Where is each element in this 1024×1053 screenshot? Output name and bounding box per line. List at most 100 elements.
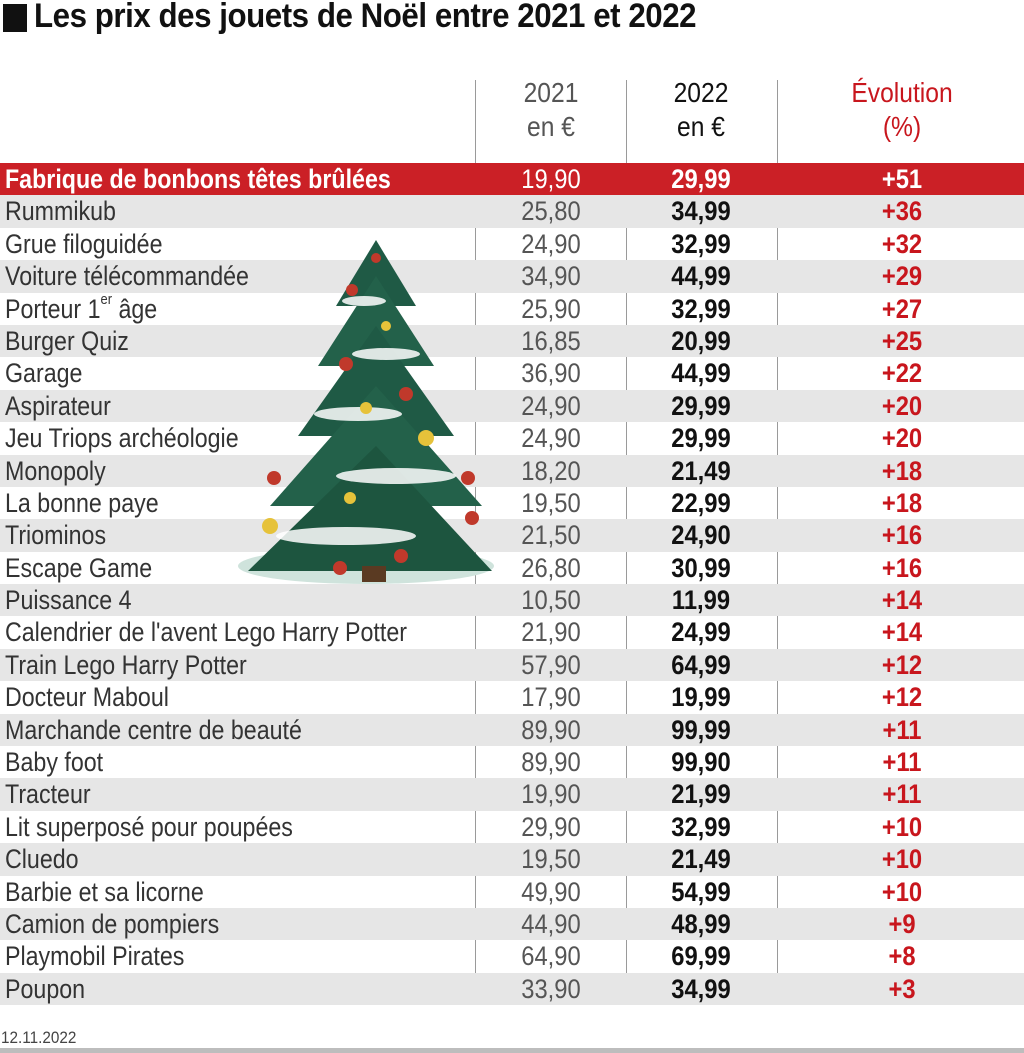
price-2021: 21,50 xyxy=(521,520,581,551)
price-2021: 25,90 xyxy=(521,293,581,324)
price-2022: 11,99 xyxy=(671,585,731,616)
evolution-percent: +11 xyxy=(882,779,922,810)
toy-name: Garage xyxy=(5,358,83,389)
chart-title: Les prix des jouets de Noël entre 2021 e… xyxy=(34,0,697,35)
title-bar: Les prix des jouets de Noël entre 2021 e… xyxy=(0,0,1024,44)
table-row: Fabrique de bonbons têtes brûlées 19,90 29… xyxy=(0,163,1024,196)
toy-name: Baby foot xyxy=(5,747,104,778)
price-2021: 24,90 xyxy=(521,390,581,421)
price-2022: 22,99 xyxy=(671,487,731,518)
table-row: Marchande centre de beauté 89,90 99,99 +11 xyxy=(0,713,1024,747)
toy-name: Lit superposé pour poupées xyxy=(5,811,293,842)
table-row: Baby foot 89,90 99,90 +11 xyxy=(0,746,1024,778)
table-row: Tracteur 19,90 21,99 +11 xyxy=(0,778,1024,811)
column-header-2021-unit: en € xyxy=(527,111,575,142)
price-2021: 29,90 xyxy=(521,811,581,842)
table-row: Rummikub 25,80 34,99 +36 xyxy=(0,195,1024,228)
price-2022: 44,99 xyxy=(671,261,731,292)
price-2022: 29,99 xyxy=(671,164,731,194)
price-2021: 19,90 xyxy=(521,779,581,810)
table-row: Cluedo 19,50 21,49 +10 xyxy=(0,843,1024,876)
table-row: Jeu Triops archéologie 24,90 29,99 +20 xyxy=(0,422,1024,454)
evolution-percent: +16 xyxy=(881,520,923,551)
evolution-percent: +14 xyxy=(881,585,923,616)
table-row: Poupon 33,90 34,99 +3 xyxy=(0,972,1024,1006)
table-row: Calendrier de l'avent Lego Harry Potter 2… xyxy=(0,616,1024,648)
toy-name: Camion de pompiers xyxy=(5,908,220,939)
publication-date: 12.11.2022 xyxy=(1,1028,77,1047)
evolution-percent: +29 xyxy=(881,261,923,292)
toy-name: La bonne paye xyxy=(5,487,159,518)
table-row: Porteur 1er âge 25,90 32,99 +27 xyxy=(0,290,1024,325)
toy-name: Docteur Maboul xyxy=(5,682,169,713)
toy-name: Barbie et sa licorne xyxy=(5,876,204,907)
table-row: Triominos 21,50 24,90 +16 xyxy=(0,519,1024,552)
toy-name: Puissance 4 xyxy=(5,585,132,616)
title-square-marker xyxy=(3,4,27,32)
toy-name: Monopoly xyxy=(5,455,106,486)
price-2022: 48,99 xyxy=(671,908,731,939)
evolution-percent: +51 xyxy=(881,164,923,194)
price-2022: 34,99 xyxy=(671,973,731,1004)
evolution-percent: +18 xyxy=(881,455,923,486)
bottom-rule xyxy=(0,1048,1024,1053)
evolution-percent: +18 xyxy=(881,487,923,518)
evolution-percent: +14 xyxy=(881,617,923,648)
toy-name: Marchande centre de beauté xyxy=(5,714,302,745)
evolution-percent: +10 xyxy=(881,876,923,907)
table-row: Lit superposé pour poupées 29,90 32,99 +10 xyxy=(0,811,1024,843)
table-row: Barbie et sa licorne 49,90 54,99 +10 xyxy=(0,876,1024,908)
toy-name: Cluedo xyxy=(5,844,79,875)
toy-name: Burger Quiz xyxy=(5,325,129,356)
price-2022: 30,99 xyxy=(671,552,731,583)
price-2021: 24,90 xyxy=(521,228,581,259)
column-header-2021-year: 2021 xyxy=(523,77,579,108)
column-header-evolution: Évolution (%) xyxy=(795,76,1010,146)
price-2021: 17,90 xyxy=(521,682,581,713)
price-2021: 64,90 xyxy=(521,941,581,972)
price-2022: 69,99 xyxy=(671,941,731,972)
price-2022: 21,49 xyxy=(671,455,731,486)
evolution-percent: +11 xyxy=(882,714,922,745)
price-2021: 44,90 xyxy=(521,908,581,939)
toy-name: Voiture télécommandée xyxy=(5,261,249,292)
evolution-percent: +10 xyxy=(881,811,923,842)
toy-name: Porteur 1er âge xyxy=(5,290,158,324)
price-2021: 21,90 xyxy=(521,617,581,648)
table-row: Burger Quiz 16,85 20,99 +25 xyxy=(0,324,1024,358)
evolution-percent: +9 xyxy=(888,908,916,939)
evolution-percent: +20 xyxy=(881,423,923,454)
table-row: Grue filoguidée 24,90 32,99 +32 xyxy=(0,228,1024,260)
price-2022: 19,99 xyxy=(671,682,731,713)
price-2022: 32,99 xyxy=(671,293,731,324)
price-2022: 24,99 xyxy=(671,617,731,648)
toy-name: Calendrier de l'avent Lego Harry Potter xyxy=(5,617,407,648)
table-row: Aspirateur 24,90 29,99 +20 xyxy=(0,389,1024,423)
table-row: Playmobil Pirates 64,90 69,99 +8 xyxy=(0,940,1024,972)
price-2022: 20,99 xyxy=(671,325,731,356)
price-2021: 89,90 xyxy=(521,747,581,778)
evolution-percent: +12 xyxy=(881,682,923,713)
evolution-percent: +3 xyxy=(888,973,916,1004)
table-row: Monopoly 18,20 21,49 +18 xyxy=(0,454,1024,487)
toy-name: Train Lego Harry Potter xyxy=(5,649,247,680)
toy-name: Rummikub xyxy=(5,196,116,227)
price-2022: 21,49 xyxy=(671,844,731,875)
evolution-percent: +10 xyxy=(881,844,923,875)
price-2022: 21,99 xyxy=(671,779,731,810)
price-2021: 10,50 xyxy=(521,585,581,616)
toy-name: Grue filoguidée xyxy=(5,228,163,259)
price-2022: 99,99 xyxy=(671,714,731,745)
table-row: Voiture télécommandée 34,90 44,99 +29 xyxy=(0,260,1024,293)
price-2021: 25,80 xyxy=(521,196,581,227)
price-2021: 24,90 xyxy=(521,423,581,454)
price-2021: 89,90 xyxy=(521,714,581,745)
evolution-percent: +25 xyxy=(881,325,923,356)
column-header-evolution-unit: (%) xyxy=(882,111,922,142)
evolution-percent: +16 xyxy=(881,552,923,583)
evolution-percent: +20 xyxy=(881,390,923,421)
price-table: Fabrique de bonbons têtes brûlées 19,90 29… xyxy=(0,163,1024,1006)
price-2022: 44,99 xyxy=(671,358,731,389)
evolution-percent: +22 xyxy=(881,358,923,389)
evolution-percent: +36 xyxy=(881,196,923,227)
